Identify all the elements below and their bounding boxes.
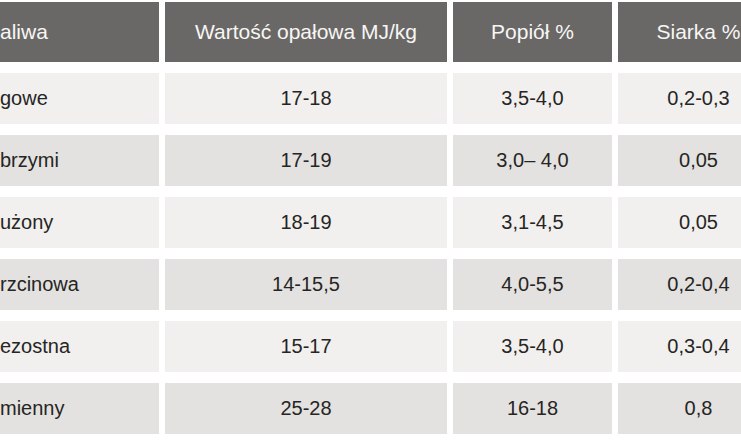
table-row-5-ash: 3,5-4,0 — [453, 321, 612, 372]
table-row-3-calorific: 18-19 — [165, 197, 447, 248]
fuel-properties-table-screen: aliwa Wartość opałowa MJ/kg Popiół % Sia… — [0, 0, 741, 444]
table-row-2-calorific: 17-19 — [165, 135, 447, 186]
table-row-5-sulfur: 0,3-0,4 — [618, 321, 741, 372]
table-row-3-ash: 3,1-4,5 — [453, 197, 612, 248]
table-row-4-fuel-name: rzcinowa — [0, 259, 159, 310]
table-row-2-fuel-name: brzymi — [0, 135, 159, 186]
fuel-properties-table: aliwa Wartość opałowa MJ/kg Popiół % Sia… — [0, 2, 741, 434]
table-row-2-ash: 3,0– 4,0 — [453, 135, 612, 186]
header-calorific-value: Wartość opałowa MJ/kg — [165, 2, 447, 62]
table-row-6-ash: 16-18 — [453, 383, 612, 434]
header-ash-percent: Popiół % — [453, 2, 612, 62]
table-row-1-ash: 3,5-4,0 — [453, 73, 612, 124]
table-row-4-sulfur: 0,2-0,4 — [618, 259, 741, 310]
table-row-1-fuel-name: gowe — [0, 73, 159, 124]
table-row-4-ash: 4,0-5,5 — [453, 259, 612, 310]
table-row-5-calorific: 15-17 — [165, 321, 447, 372]
header-sulfur-percent: Siarka % — [618, 2, 741, 62]
table-row-6-calorific: 25-28 — [165, 383, 447, 434]
table-row-4-calorific: 14-15,5 — [165, 259, 447, 310]
table-row-1-sulfur: 0,2-0,3 — [618, 73, 741, 124]
header-fuel-type: aliwa — [0, 2, 159, 62]
table-row-5-fuel-name: ezostna — [0, 321, 159, 372]
table-row-6-sulfur: 0,8 — [618, 383, 741, 434]
table-row-6-fuel-name: mienny — [0, 383, 159, 434]
table-row-3-fuel-name: użony — [0, 197, 159, 248]
table-row-3-sulfur: 0,05 — [618, 197, 741, 248]
table-row-2-sulfur: 0,05 — [618, 135, 741, 186]
table-row-1-calorific: 17-18 — [165, 73, 447, 124]
